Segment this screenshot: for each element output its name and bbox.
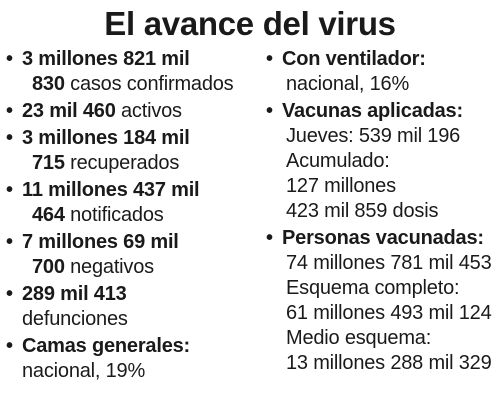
bullet-icon: • <box>266 100 274 122</box>
stat-negativos-value-tail: 700 <box>32 256 65 278</box>
right-column: • Con ventilador: nacional, 16% • Vacuna… <box>264 47 500 378</box>
stat-personas-vacunadas-heading: Personas vacunadas: <box>282 227 484 249</box>
bullet-icon: • <box>6 179 14 201</box>
stat-personas-vacunadas: • Personas vacunadas: 74 millones 781 mi… <box>264 226 500 376</box>
stat-confirmados-label: casos confirmados <box>64 73 234 95</box>
stat-con-ventilador-heading: Con ventilador: <box>282 48 426 70</box>
stat-activos: • 23 mil 460 activos <box>4 99 254 124</box>
stat-personas-vacunadas-line: Medio esquema: <box>286 327 432 349</box>
stat-defunciones: • 289 mil 413 defunciones <box>4 282 254 332</box>
bullet-icon: • <box>6 231 14 253</box>
bullet-icon: • <box>6 48 14 70</box>
stat-recuperados-value-tail: 715 <box>32 152 65 174</box>
stat-camas-generales-value: nacional, 19% <box>22 360 146 382</box>
stat-activos-label: activos <box>115 100 182 122</box>
stat-personas-vacunadas-line: 61 millones 493 mil 124 <box>286 302 492 324</box>
stat-notificados-value-tail: 464 <box>32 204 65 226</box>
stat-personas-vacunadas-line: Esquema completo: <box>286 277 460 299</box>
stat-notificados-value: 11 millones 437 mil <box>22 179 200 201</box>
stat-vacunas-aplicadas: • Vacunas aplicadas: Jueves: 539 mil 196… <box>264 99 500 224</box>
bullet-icon: • <box>6 100 14 122</box>
stat-con-ventilador: • Con ventilador: nacional, 16% <box>264 47 500 97</box>
stat-vacunas-aplicadas-line: Jueves: 539 mil 196 <box>286 125 461 147</box>
stat-vacunas-aplicadas-line: 127 millones <box>286 175 396 197</box>
left-column: • 3 millones 821 mil 830 casos confirmad… <box>4 47 254 386</box>
stat-vacunas-aplicadas-line: 423 mil 859 dosis <box>286 200 439 222</box>
stat-personas-vacunadas-line: 13 millones 288 mil 329 <box>286 352 492 374</box>
stat-confirmados: • 3 millones 821 mil 830 casos confirmad… <box>4 47 254 97</box>
stat-vacunas-aplicadas-heading: Vacunas aplicadas: <box>282 100 463 122</box>
bullet-icon: • <box>266 227 274 249</box>
bullet-icon: • <box>6 335 14 357</box>
stat-confirmados-value: 3 millones 821 mil <box>22 48 190 70</box>
stat-negativos: • 7 millones 69 mil 700 negativos <box>4 230 254 280</box>
stat-recuperados-value: 3 millones 184 mil <box>22 127 190 149</box>
stat-negativos-label: negativos <box>64 256 154 278</box>
bullet-icon: • <box>6 127 14 149</box>
stat-personas-vacunadas-line: 74 millones 781 mil 453 <box>286 252 492 274</box>
stat-negativos-value: 7 millones 69 mil <box>22 231 179 253</box>
infographic-title: El avance del virus <box>104 5 396 42</box>
stat-notificados: • 11 millones 437 mil 464 notificados <box>4 178 254 228</box>
stat-recuperados: • 3 millones 184 mil 715 recuperados <box>4 126 254 176</box>
stat-defunciones-value: 289 mil 413 <box>22 283 127 305</box>
stat-recuperados-label: recuperados <box>64 152 180 174</box>
stat-vacunas-aplicadas-line: Acumulado: <box>286 150 390 172</box>
stat-camas-generales-heading: Camas generales: <box>22 335 191 357</box>
stat-defunciones-label: defunciones <box>22 308 128 330</box>
stat-confirmados-value-tail: 830 <box>32 73 65 95</box>
stat-notificados-label: notificados <box>64 204 164 226</box>
stat-activos-value: 23 mil 460 <box>22 100 116 122</box>
stat-camas-generales: • Camas generales: nacional, 19% <box>4 334 254 384</box>
bullet-icon: • <box>266 48 274 70</box>
stat-con-ventilador-value: nacional, 16% <box>286 73 410 95</box>
bullet-icon: • <box>6 283 14 305</box>
